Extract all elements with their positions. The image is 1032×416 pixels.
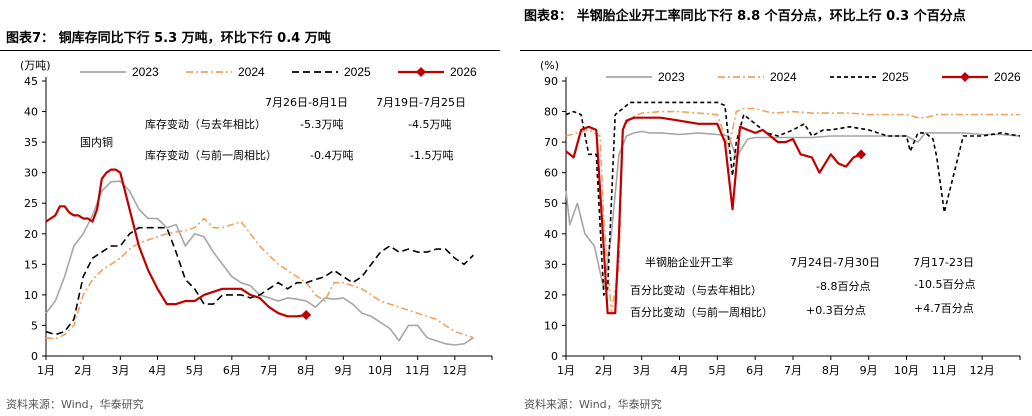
- y-axis-label: (万吨): [20, 59, 51, 72]
- x-tick-label: 11月: [405, 364, 430, 377]
- y-tick-label: 45: [24, 75, 38, 88]
- chart-title: 图表7： 铜库存同比下行 5.3 万吨，环比下行 0.4 万吨: [6, 31, 331, 46]
- x-tick-label: 5月: [186, 364, 204, 377]
- x-tick-label: 9月: [334, 364, 352, 377]
- y-tick-label: 10: [24, 289, 38, 302]
- x-tick-label: 6月: [223, 364, 241, 377]
- series-line-2026: [565, 116, 862, 315]
- y-tick-label: 0: [551, 350, 558, 363]
- table-header-col2: 7月19日-7月25日: [376, 96, 466, 109]
- y-tick-label: 15: [24, 258, 38, 271]
- table-row2-col2: +4.7百分点: [914, 302, 974, 315]
- legend-label-2024: 2024: [238, 65, 265, 79]
- left-chart-panel: 图表7： 铜库存同比下行 5.3 万吨，环比下行 0.4 万吨 0 5 10 15 20…: [0, 0, 500, 416]
- series-line-2026: [45, 168, 307, 318]
- table-header-col2: 7月17-23日: [913, 256, 974, 269]
- series-line-2024: [45, 217, 474, 340]
- y-axis-label: (%): [540, 59, 559, 72]
- x-tick-label: 12月: [442, 364, 467, 377]
- y-tick-label: 20: [544, 289, 558, 302]
- x-tick-label: 10月: [894, 364, 919, 377]
- x-tick-label: 8月: [822, 364, 840, 377]
- table-row1-col2: -10.5百分点: [914, 278, 975, 291]
- y-tick-label: 5: [31, 319, 38, 332]
- legend-label-2026: 2026: [450, 65, 477, 79]
- y-tick-label: 30: [544, 258, 558, 271]
- table-row1-col2: -4.5万吨: [408, 118, 451, 131]
- x-tick-label: 12月: [970, 364, 995, 377]
- legend-marker-diamond: [416, 67, 426, 77]
- x-tick-label: 10月: [368, 364, 393, 377]
- y-tick-label: 25: [24, 197, 38, 210]
- y-tick-label: 50: [544, 197, 558, 210]
- legend-label-2025: 2025: [882, 70, 909, 84]
- x-tick-label: 8月: [297, 364, 315, 377]
- legend-label-2023: 2023: [658, 70, 685, 84]
- y-tick-label: 40: [544, 228, 558, 241]
- x-tick-label: 4月: [671, 364, 689, 377]
- x-tick-label: 3月: [111, 364, 129, 377]
- y-tick-label: 30: [24, 167, 38, 180]
- y-tick-label: 40: [24, 106, 38, 119]
- legend-label-2023: 2023: [132, 65, 159, 79]
- table-row2-col1: -0.4万吨: [310, 149, 353, 162]
- x-tick-label: 11月: [932, 364, 957, 377]
- table-row1-col1: -5.3万吨: [300, 118, 343, 131]
- series-line-2025: [565, 101, 1021, 296]
- table-header-col1: 7月24日-7月30日: [790, 256, 880, 269]
- y-tick-label: 90: [544, 75, 558, 88]
- end-marker-diamond: [856, 149, 867, 160]
- x-tick-label: 1月: [37, 364, 55, 377]
- table-row2-col1: +0.3百分点: [806, 304, 866, 317]
- y-tick-label: 10: [544, 319, 558, 332]
- right-chart-panel: 图表8： 半钢胎企业开工率同比下行 8.8 个百分点，环比上行 0.3 个百分点…: [520, 0, 1032, 416]
- tire-operating-rate-chart: 0 10 20 30 40 50 60 70 80 90 (%) 1月 2月 3月 4月 5月 6月 7月 8月 9月…: [540, 59, 1021, 377]
- table-row1-label: 库存变动（与去年相比）: [145, 117, 266, 131]
- legend-label-2026: 2026: [994, 70, 1021, 84]
- table-row1-col1: -8.8百分点: [816, 280, 870, 293]
- legend-marker-diamond: [960, 72, 970, 82]
- legend-label-2024: 2024: [770, 70, 797, 84]
- x-tick-label: 7月: [784, 364, 802, 377]
- x-tick-label: 5月: [708, 364, 726, 377]
- x-tick-label: 7月: [260, 364, 278, 377]
- x-tick-label: 2月: [74, 364, 92, 377]
- series-note-label: 国内铜: [80, 135, 113, 149]
- y-tick-label: 35: [24, 136, 38, 149]
- chart-title: 图表8： 半钢胎企业开工率同比下行 8.8 个百分点，环比上行 0.3 个百分点: [524, 9, 966, 24]
- x-tick-label: 9月: [860, 364, 878, 377]
- y-tick-label: 70: [544, 136, 558, 149]
- table-row2-label: 百分比变动（与前一周相比）: [630, 305, 773, 319]
- table-row2-col2: -1.5万吨: [410, 149, 453, 162]
- title-divider: [0, 50, 500, 51]
- legend-label-2025: 2025: [344, 65, 371, 79]
- table-row0-label: 半钢胎企业开工率: [645, 255, 733, 269]
- table-row2-label: 库存变动（与前一周相比）: [145, 148, 277, 162]
- source-note: 资料来源：Wind，华泰研究: [524, 398, 662, 411]
- title-divider: [520, 50, 1032, 51]
- series-line-2023: [565, 130, 1021, 290]
- y-tick-label: 20: [24, 228, 38, 241]
- x-tick-label: 3月: [633, 364, 651, 377]
- x-tick-label: 1月: [557, 364, 575, 377]
- source-note: 资料来源：Wind，华泰研究: [6, 398, 144, 411]
- y-tick-label: 60: [544, 167, 558, 180]
- x-tick-label: 2月: [595, 364, 613, 377]
- y-tick-label: 80: [544, 106, 558, 119]
- table-row1-label: 百分比变动（与去年相比）: [630, 283, 762, 297]
- x-tick-label: 6月: [746, 364, 764, 377]
- end-marker-diamond: [301, 310, 312, 321]
- series-line-2023: [45, 180, 474, 346]
- table-header-col1: 7月26日-8月1日: [265, 96, 348, 109]
- x-tick-label: 4月: [149, 364, 167, 377]
- y-tick-label: 0: [31, 350, 38, 363]
- series-line-2025: [45, 226, 474, 336]
